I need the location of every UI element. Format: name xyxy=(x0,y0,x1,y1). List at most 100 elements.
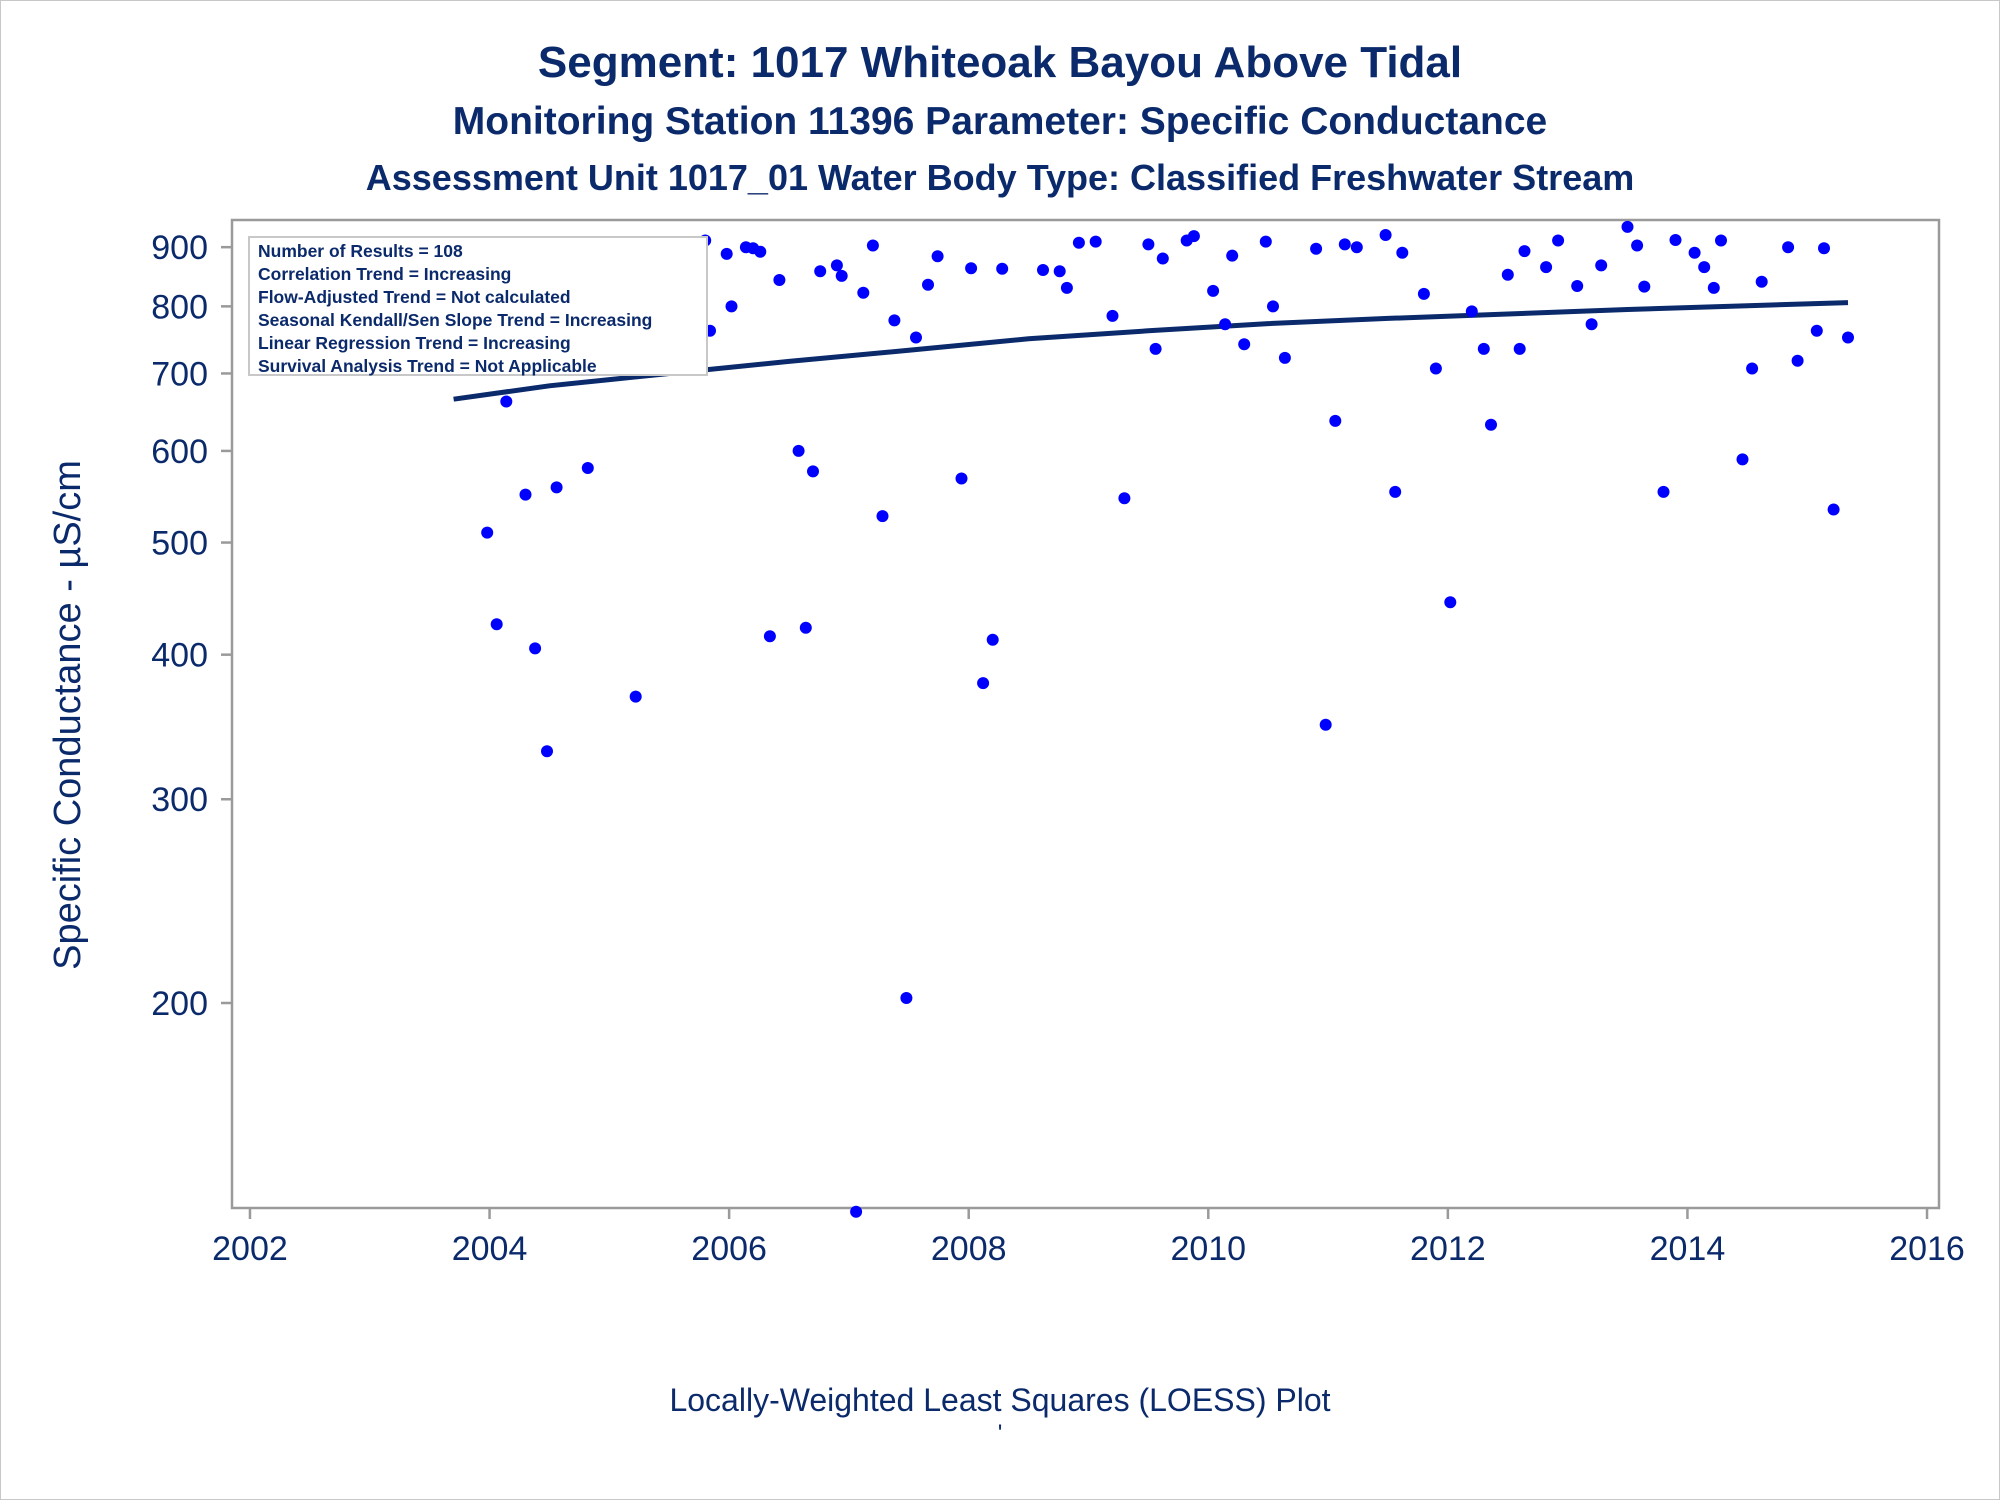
data-point xyxy=(1810,324,1823,337)
y-tick-label: 500 xyxy=(151,525,208,563)
data-point xyxy=(1207,284,1220,297)
data-point xyxy=(1791,354,1804,367)
data-point xyxy=(500,395,513,408)
data-point xyxy=(1310,242,1323,255)
data-point xyxy=(900,992,913,1004)
y-tick-label: 200 xyxy=(151,985,208,1023)
y-tick-label: 800 xyxy=(151,288,208,326)
y-tick-label: 700 xyxy=(151,355,208,393)
data-point xyxy=(931,250,944,263)
data-point xyxy=(1513,342,1526,355)
data-point xyxy=(1444,596,1457,609)
data-point xyxy=(1319,718,1332,731)
data-point xyxy=(541,745,553,758)
data-point xyxy=(799,621,812,634)
chart-subtitle-assessment: Assessment Unit 1017_01 Water Body Type:… xyxy=(365,157,1635,198)
data-point xyxy=(1657,485,1670,498)
data-point xyxy=(1638,280,1651,293)
data-point xyxy=(1060,281,1073,294)
data-point xyxy=(955,472,968,485)
chart-subtitle-station: Monitoring Station 11396 Parameter: Spec… xyxy=(452,100,1548,143)
data-point xyxy=(1755,275,1768,288)
data-point xyxy=(1585,318,1598,331)
data-point xyxy=(1142,238,1155,251)
data-point xyxy=(1219,318,1232,331)
data-point xyxy=(1782,241,1795,254)
x-tick-label: 2004 xyxy=(452,1230,528,1268)
plot-area xyxy=(230,218,1941,1210)
data-point xyxy=(1621,220,1634,233)
data-point xyxy=(814,265,827,278)
data-point xyxy=(835,269,848,282)
data-point xyxy=(481,526,494,539)
footnote-mark: ' xyxy=(997,1420,1003,1447)
data-point xyxy=(1226,249,1239,262)
data-point xyxy=(910,331,922,344)
data-point xyxy=(550,481,563,494)
x-tick-label: 2010 xyxy=(1170,1230,1246,1268)
data-point xyxy=(1379,229,1392,241)
data-point xyxy=(1278,351,1291,364)
data-point xyxy=(965,262,978,275)
data-point xyxy=(1595,259,1608,272)
y-axis-label: Specific Conductance - µS/cm xyxy=(47,460,89,970)
data-point xyxy=(1746,362,1759,375)
data-point xyxy=(725,300,738,313)
data-point xyxy=(996,262,1009,275)
data-point xyxy=(1037,264,1049,276)
x-tick-label: 2014 xyxy=(1650,1230,1726,1268)
legend-correlation-trend: Correlation Trend = Increasing xyxy=(258,264,512,284)
data-point xyxy=(1552,234,1565,247)
data-point xyxy=(1187,230,1200,243)
data-point xyxy=(1350,241,1363,254)
data-point xyxy=(1338,238,1351,251)
x-tick-label: 2016 xyxy=(1889,1230,1965,1268)
data-point xyxy=(986,633,999,646)
x-tick-label: 2012 xyxy=(1410,1230,1486,1268)
y-tick-label: 300 xyxy=(151,781,208,819)
data-point xyxy=(1089,235,1102,248)
data-point xyxy=(1818,242,1830,255)
x-tick-label: 2008 xyxy=(931,1230,1007,1268)
data-point xyxy=(866,239,879,252)
data-point xyxy=(1669,234,1682,246)
data-point xyxy=(857,286,870,299)
data-point xyxy=(720,247,733,260)
data-point xyxy=(1707,281,1720,294)
data-point xyxy=(1485,418,1497,431)
data-point xyxy=(763,630,776,643)
chart-title: Segment: 1017 Whiteoak Bayou Above Tidal xyxy=(537,38,1463,87)
data-point xyxy=(1267,300,1279,313)
y-tick-label: 600 xyxy=(151,433,208,471)
data-point xyxy=(629,690,642,703)
data-point xyxy=(1827,503,1840,516)
legend-number-of-results: Number of Results = 108 xyxy=(258,241,463,261)
data-point xyxy=(977,677,990,690)
data-point xyxy=(1465,305,1478,318)
data-point xyxy=(1149,342,1162,355)
x-axis: 2002 2004 2006 2008 2010 2012 2014 2016 xyxy=(212,1208,1965,1268)
data-point xyxy=(888,314,901,327)
data-point xyxy=(1429,362,1442,375)
data-point xyxy=(1571,280,1584,292)
data-point xyxy=(876,510,889,523)
data-point xyxy=(1540,261,1553,274)
data-point xyxy=(1396,246,1409,259)
data-point xyxy=(1417,287,1430,300)
data-points-group xyxy=(447,220,1854,1218)
data-point xyxy=(1477,342,1490,355)
data-point xyxy=(922,278,934,291)
data-point xyxy=(1118,492,1131,505)
data-point xyxy=(529,642,542,655)
trend-summary-legend: Number of Results = 108 Correlation Tren… xyxy=(248,236,708,376)
legend-seasonal-kendall-trend: Seasonal Kendall/Sen Slope Trend = Incre… xyxy=(258,310,653,330)
legend-survival-analysis-trend: Survival Analysis Trend = Not Applicable xyxy=(258,356,597,376)
data-point xyxy=(1715,234,1727,247)
data-point xyxy=(1259,235,1272,248)
data-point xyxy=(1156,252,1169,265)
data-point xyxy=(1698,261,1711,274)
data-point xyxy=(1688,246,1701,259)
data-point xyxy=(850,1205,863,1218)
data-point xyxy=(1106,309,1119,322)
